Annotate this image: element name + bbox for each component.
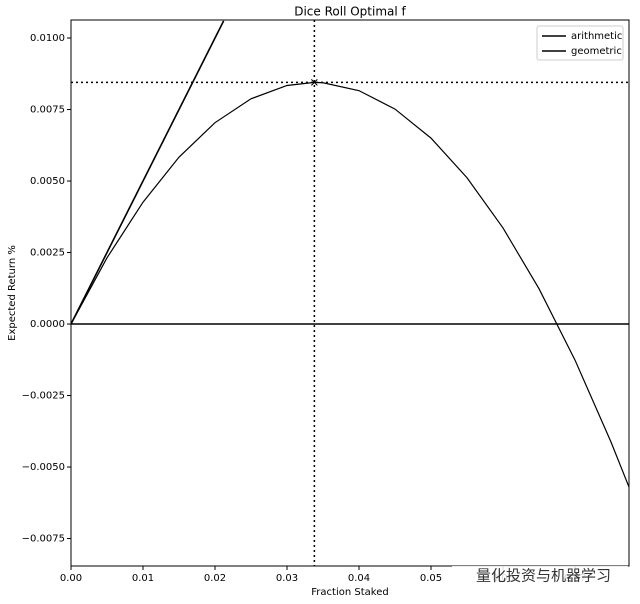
watermark-bg xyxy=(452,566,628,586)
x-tick-label: 0.02 xyxy=(204,573,226,584)
y-tick-label: 0.0050 xyxy=(30,176,65,187)
x-tick-label: 0.03 xyxy=(276,573,298,584)
plot-frame xyxy=(70,19,630,567)
legend-label: arithmetic xyxy=(571,31,622,42)
x-tick-label: 0.05 xyxy=(420,573,442,584)
y-tick-label: −0.0025 xyxy=(22,391,65,402)
y-tick-label: 0.0000 xyxy=(30,319,65,330)
series-line xyxy=(71,81,629,488)
x-tick-label: 0.00 xyxy=(60,573,82,584)
x-tick-label: 0.01 xyxy=(132,573,154,584)
y-tick-label: 0.0100 xyxy=(30,33,65,44)
chart-title: Dice Roll Optimal f xyxy=(294,5,406,19)
plot-area xyxy=(71,20,629,566)
x-tick-label: 0.04 xyxy=(348,573,370,584)
legend-label: geometric xyxy=(571,46,622,57)
watermark: 量化投资与机器学习 xyxy=(476,567,611,585)
series-line xyxy=(71,20,225,325)
x-axis-label: Fraction Staked xyxy=(311,587,388,598)
y-tick-label: 0.0075 xyxy=(30,105,65,116)
y-tick-label: 0.0025 xyxy=(30,248,65,259)
y-tick-label: −0.0075 xyxy=(22,534,65,545)
y-tick-label: −0.0050 xyxy=(22,462,65,473)
y-axis-label: Expected Return % xyxy=(7,245,18,341)
optimal-marker xyxy=(311,78,318,86)
